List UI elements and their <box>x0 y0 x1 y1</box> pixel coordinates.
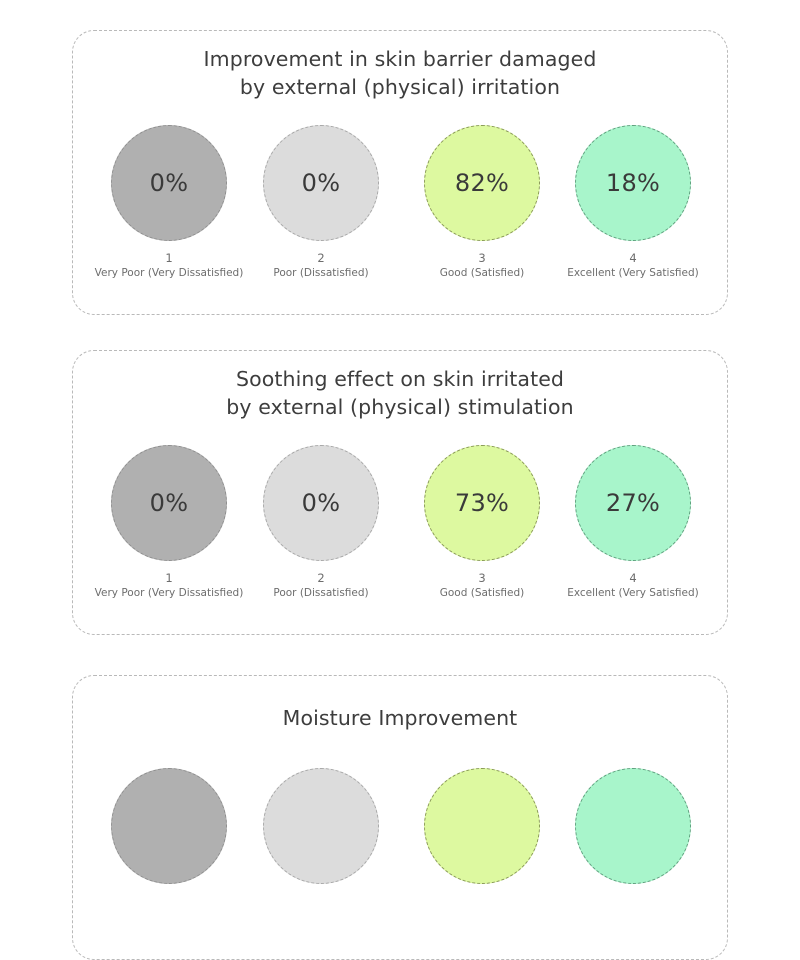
survey-results-infographic: Improvement in skin barrier damaged by e… <box>72 30 728 960</box>
panel-title: Improvement in skin barrier damaged by e… <box>203 47 597 99</box>
rating-label: Excellent (Very Satisfied) <box>567 587 699 599</box>
rating-bubble-1: 0% <box>111 445 227 561</box>
rating-cell-3: 73% 3 Good (Satisfied) <box>407 445 557 601</box>
rating-label: Poor (Dissatisfied) <box>273 587 369 599</box>
rating-bubble-4: 18% <box>575 125 691 241</box>
rating-cell-2: 0% 2 Poor (Dissatisfied) <box>246 445 396 601</box>
rating-caption: 2 Poor (Dissatisfied) <box>246 571 396 601</box>
panel-skin-barrier-improvement: Improvement in skin barrier damaged by e… <box>72 30 728 315</box>
rating-cell-1 <box>94 768 244 884</box>
panel-title: Soothing effect on skin irritated by ext… <box>226 367 574 419</box>
rating-value: 73% <box>454 489 510 517</box>
rating-bubble-3: 73% <box>424 445 540 561</box>
rating-caption: 2 Poor (Dissatisfied) <box>246 251 396 281</box>
rating-rank: 3 <box>478 571 486 585</box>
rating-bubble-1 <box>111 768 227 884</box>
rating-bubble-2 <box>263 768 379 884</box>
rating-rank: 2 <box>317 571 325 585</box>
rating-bubble-4: 27% <box>575 445 691 561</box>
rating-label: Excellent (Very Satisfied) <box>567 267 699 279</box>
rating-rank: 2 <box>317 251 325 265</box>
rating-label: Good (Satisfied) <box>439 267 525 279</box>
rating-cell-1: 0% 1 Very Poor (Very Dissatisfied) <box>94 125 244 281</box>
rating-bubble-1: 0% <box>111 125 227 241</box>
rating-caption: 3 Good (Satisfied) <box>407 571 557 601</box>
rating-caption: 4 Excellent (Very Satisfied) <box>558 251 708 281</box>
panel-soothing-effect: Soothing effect on skin irritated by ext… <box>72 350 728 635</box>
rating-caption: 4 Excellent (Very Satisfied) <box>558 571 708 601</box>
rating-cell-4 <box>558 768 708 884</box>
rating-caption: 1 Very Poor (Very Dissatisfied) <box>94 571 244 601</box>
rating-value: 0% <box>149 169 189 197</box>
rating-bubble-2: 0% <box>263 125 379 241</box>
rating-value: 27% <box>605 489 661 517</box>
rating-bubble-3: 82% <box>424 125 540 241</box>
rating-bubble-2: 0% <box>263 445 379 561</box>
rating-cell-4: 18% 4 Excellent (Very Satisfied) <box>558 125 708 281</box>
rating-value: 82% <box>454 169 510 197</box>
rating-value: 0% <box>301 169 341 197</box>
rating-rank: 4 <box>629 571 637 585</box>
rating-value: 18% <box>605 169 661 197</box>
rating-caption: 1 Very Poor (Very Dissatisfied) <box>94 251 244 281</box>
rating-rank: 4 <box>629 251 637 265</box>
rating-rank: 1 <box>165 571 173 585</box>
rating-rank: 3 <box>478 251 486 265</box>
panel-title: Moisture Improvement <box>282 706 518 730</box>
rating-label: Very Poor (Very Dissatisfied) <box>94 267 244 279</box>
rating-bubble-4 <box>575 768 691 884</box>
rating-cell-4: 27% 4 Excellent (Very Satisfied) <box>558 445 708 601</box>
rating-rank: 1 <box>165 251 173 265</box>
rating-label: Good (Satisfied) <box>439 587 525 599</box>
rating-cell-2 <box>246 768 396 884</box>
rating-cell-3 <box>407 768 557 884</box>
rating-label: Poor (Dissatisfied) <box>273 267 369 279</box>
rating-value: 0% <box>301 489 341 517</box>
rating-label: Very Poor (Very Dissatisfied) <box>94 587 244 599</box>
rating-cell-1: 0% 1 Very Poor (Very Dissatisfied) <box>94 445 244 601</box>
panel-moisture-improvement: Moisture Improvement <box>72 675 728 960</box>
rating-caption: 3 Good (Satisfied) <box>407 251 557 281</box>
rating-cell-2: 0% 2 Poor (Dissatisfied) <box>246 125 396 281</box>
rating-value: 0% <box>149 489 189 517</box>
rating-bubble-3 <box>424 768 540 884</box>
rating-cell-3: 82% 3 Good (Satisfied) <box>407 125 557 281</box>
